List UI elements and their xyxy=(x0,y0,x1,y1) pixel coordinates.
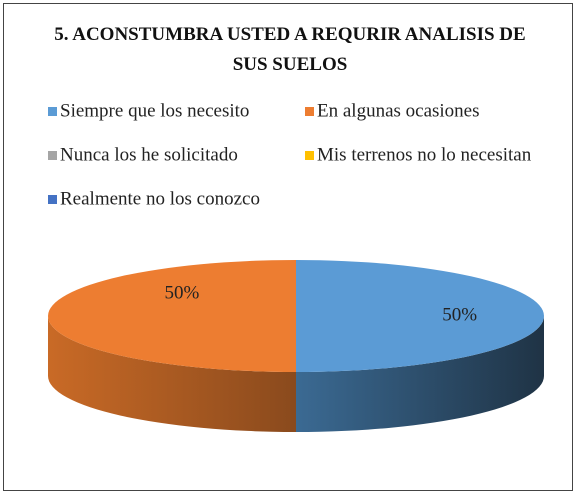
data-label: 50% xyxy=(165,282,200,303)
legend-label: Mis terrenos no lo necesitan xyxy=(317,144,532,165)
chart-title: 5. ACONSTUMBRA USTED A REQURIR ANALISIS … xyxy=(54,24,526,75)
legend-swatch xyxy=(48,107,57,116)
legend-label: En algunas ocasiones xyxy=(317,100,480,121)
legend-label: Siempre que los necesito xyxy=(60,100,249,121)
pie-wall xyxy=(296,316,544,432)
chart-frame xyxy=(3,3,573,491)
legend-swatch xyxy=(305,151,314,160)
legend-swatch xyxy=(48,195,57,204)
legend-swatch xyxy=(48,151,57,160)
pie-slice xyxy=(48,260,296,372)
legend-swatch xyxy=(305,107,314,116)
legend-label: Realmente no los conozco xyxy=(60,188,260,209)
pie-slice xyxy=(296,260,544,372)
pie-wall xyxy=(48,316,296,432)
data-label: 50% xyxy=(442,304,477,325)
legend-label: Nunca los he solicitado xyxy=(60,144,238,165)
